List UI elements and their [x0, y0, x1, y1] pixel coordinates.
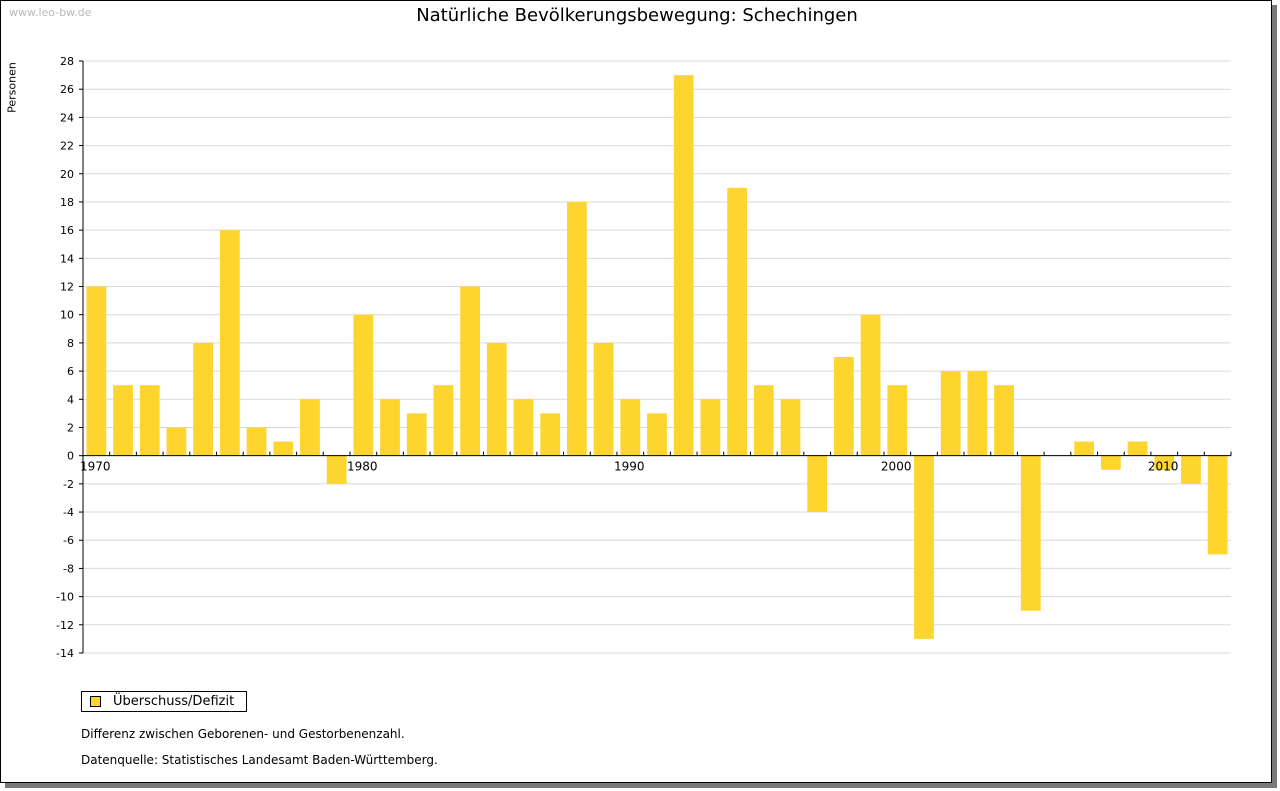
y-tick-label: 28	[60, 55, 74, 68]
y-tick-label: -12	[56, 619, 74, 632]
bar	[1074, 441, 1095, 456]
bar	[193, 342, 214, 456]
bar	[1181, 455, 1201, 484]
y-tick-label: 12	[60, 281, 74, 294]
y-tick-label: -14	[56, 647, 74, 660]
bar	[994, 385, 1014, 456]
y-tick-label: 8	[67, 337, 74, 350]
bar	[113, 385, 133, 456]
bar	[273, 441, 294, 456]
bar	[807, 455, 828, 513]
bar	[433, 385, 454, 456]
bar	[380, 399, 400, 456]
legend-label: Überschuss/Defizit	[113, 694, 235, 709]
y-tick-label: 16	[60, 224, 74, 237]
bar	[967, 371, 988, 456]
bar	[513, 399, 534, 456]
x-tick-label: 2010	[1148, 460, 1179, 474]
y-tick-label: 20	[60, 168, 74, 181]
bar	[1100, 455, 1121, 470]
bar	[86, 286, 107, 456]
bar	[860, 314, 881, 456]
bar	[353, 314, 374, 456]
bar	[700, 399, 721, 456]
chart-title: Natürliche Bevölkerungsbewegung: Schechi…	[416, 5, 858, 26]
y-tick-label: 10	[60, 309, 74, 322]
bar	[914, 455, 934, 639]
bar	[834, 357, 854, 456]
x-tick-label: 1990	[614, 460, 645, 474]
x-tick-label: 1970	[80, 460, 111, 474]
bar	[246, 427, 267, 456]
y-tick-label: 0	[67, 450, 74, 463]
bar	[940, 371, 961, 456]
bar	[300, 399, 320, 456]
bar	[780, 399, 801, 456]
y-tick-label: -10	[56, 591, 74, 604]
y-tick-label: -8	[63, 562, 74, 575]
bar	[460, 286, 480, 456]
bar	[753, 385, 774, 456]
x-tick-label: 1980	[347, 460, 378, 474]
y-tick-label: 2	[67, 421, 74, 434]
bar	[647, 413, 667, 456]
bar	[1154, 455, 1175, 470]
watermark: www.leo-bw.de	[9, 6, 92, 19]
bar	[620, 399, 641, 456]
bar	[219, 230, 240, 456]
bar	[540, 413, 561, 456]
y-tick-label: 6	[67, 365, 74, 378]
y-tick-label: 18	[60, 196, 74, 209]
bar	[887, 385, 908, 456]
chart-description: Differenz zwischen Geborenen- und Gestor…	[81, 727, 405, 741]
y-tick-label: -6	[63, 534, 74, 547]
y-tick-label: -4	[63, 506, 74, 519]
bar	[166, 427, 187, 456]
y-tick-label: -2	[63, 478, 74, 491]
bar	[486, 342, 507, 456]
y-tick-label: 22	[60, 140, 74, 153]
bar	[1207, 455, 1228, 555]
y-tick-label: 24	[60, 111, 74, 124]
bar	[406, 413, 427, 456]
y-tick-label: 14	[60, 252, 74, 265]
bar	[139, 385, 160, 456]
y-tick-label: 4	[67, 393, 74, 406]
bar	[673, 75, 694, 456]
bar	[593, 342, 614, 456]
legend-swatch	[90, 696, 101, 707]
bar	[727, 187, 747, 456]
bar	[326, 455, 347, 484]
bar	[567, 201, 587, 456]
data-source: Datenquelle: Statistisches Landesamt Bad…	[81, 753, 438, 767]
bar	[1127, 441, 1148, 456]
y-tick-label: 26	[60, 83, 74, 96]
x-tick-label: 2000	[881, 460, 912, 474]
legend: Überschuss/Defizit	[81, 691, 248, 712]
bar	[1020, 455, 1041, 611]
